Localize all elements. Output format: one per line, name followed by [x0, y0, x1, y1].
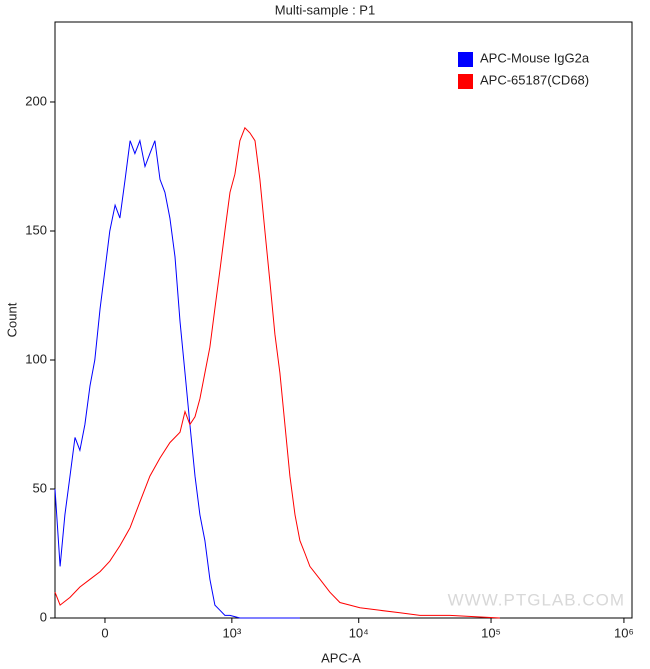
y-tick-label: 50 [33, 480, 47, 495]
y-tick-label: 150 [25, 222, 47, 237]
x-tick-label: 0 [101, 625, 108, 640]
histogram-line [54, 138, 300, 619]
legend-swatch [458, 74, 473, 89]
y-tick-label: 0 [40, 609, 47, 624]
watermark: WWW.PTGLAB.COM [448, 590, 625, 609]
plot-frame [54, 21, 633, 619]
chart-title: Multi-sample : P1 [275, 2, 375, 17]
y-tick-label: 100 [25, 351, 47, 366]
x-tick-label: 10³ [222, 625, 241, 640]
histogram-line [54, 126, 500, 619]
x-axis-label: APC-A [321, 650, 361, 665]
legend-label: APC-Mouse IgG2a [480, 50, 590, 65]
x-tick-label: 10⁶ [614, 625, 634, 640]
y-tick-label: 200 [25, 93, 47, 108]
legend-swatch [458, 52, 473, 67]
x-tick-label: 10⁴ [349, 625, 369, 640]
y-axis-label: Count [4, 302, 19, 337]
x-tick-label: 10⁵ [481, 625, 501, 640]
legend-label: APC-65187(CD68) [480, 72, 589, 87]
